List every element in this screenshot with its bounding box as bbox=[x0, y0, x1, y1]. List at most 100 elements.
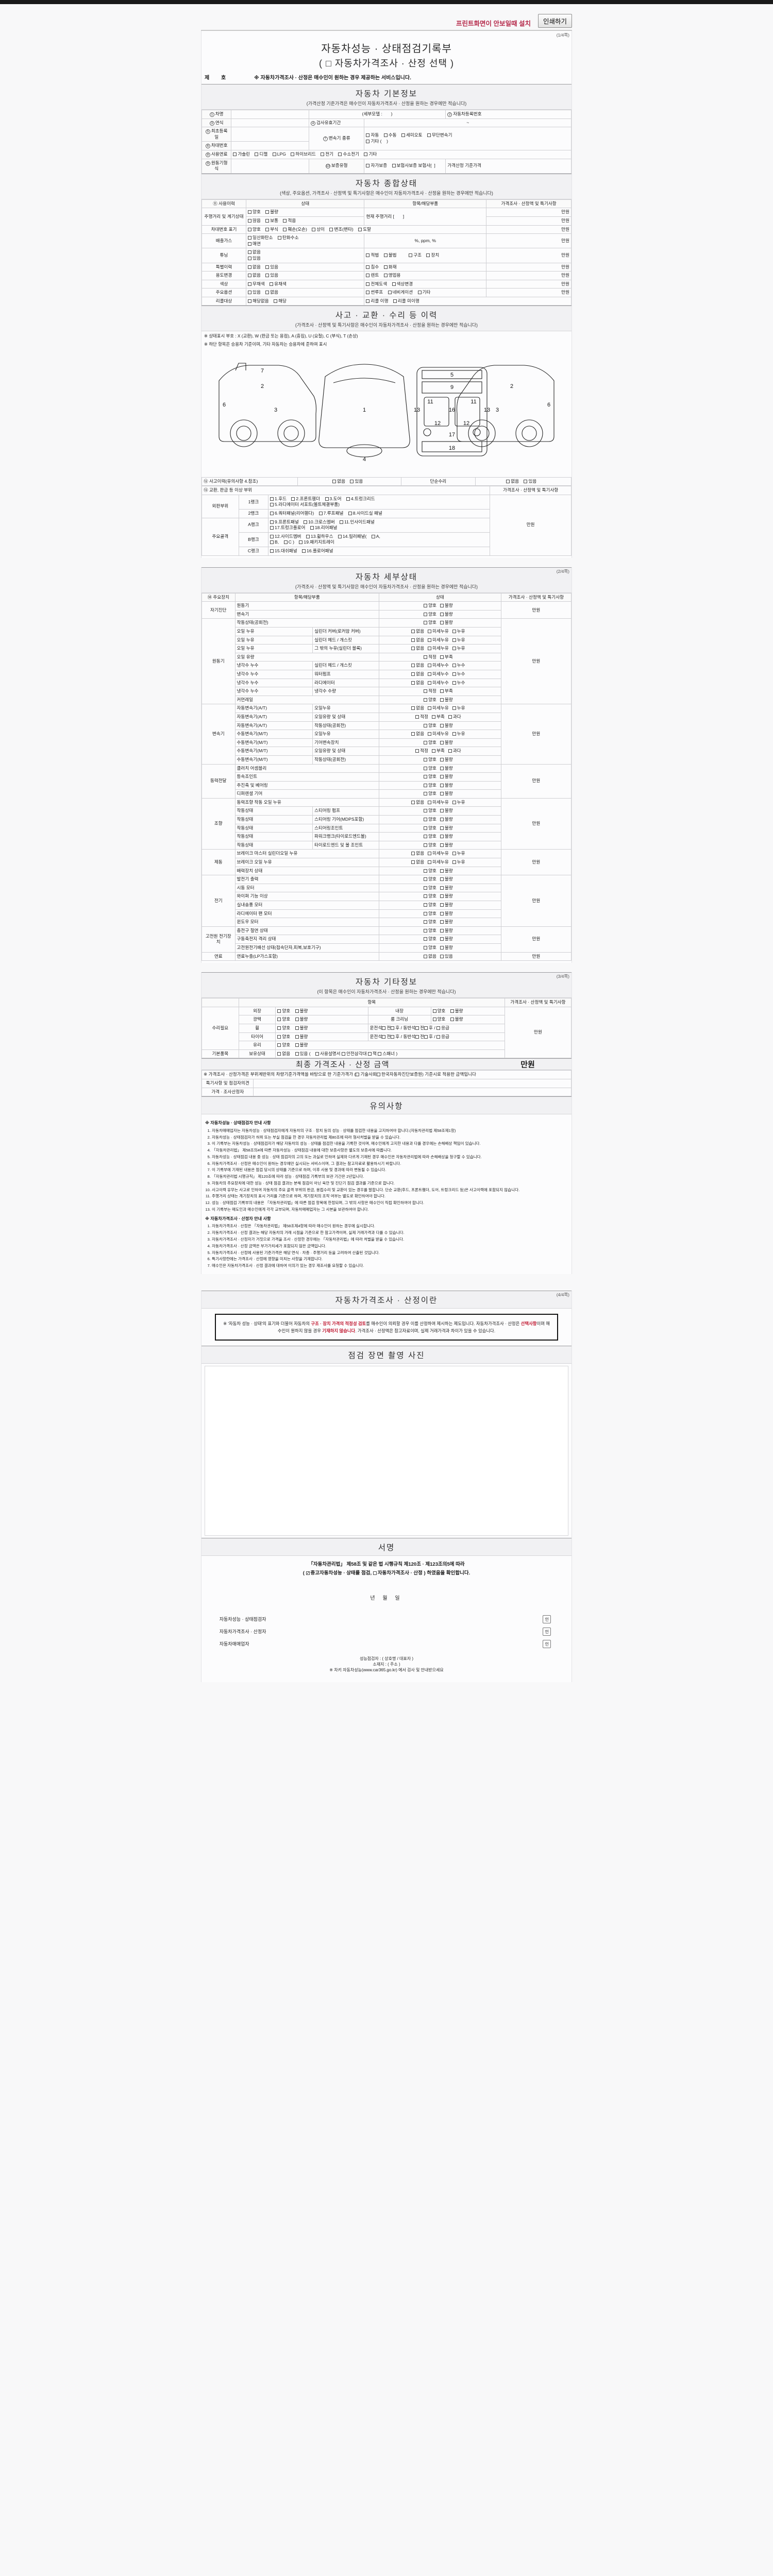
detail-state[interactable]: 양호 불량 bbox=[379, 918, 501, 927]
checkbox-미세누유[interactable] bbox=[428, 638, 432, 642]
detail-state[interactable]: 양호 불량 bbox=[379, 721, 501, 731]
checkbox-불량[interactable] bbox=[440, 818, 444, 822]
checkbox-불량[interactable] bbox=[440, 809, 444, 813]
checkbox-적정[interactable] bbox=[424, 655, 428, 659]
checkbox-불량[interactable] bbox=[440, 843, 444, 847]
signature-date-line[interactable]: 년 월 일 bbox=[370, 1595, 403, 1601]
checkbox-적정[interactable] bbox=[424, 689, 428, 693]
row-state-tuning[interactable]: 없음 있음 bbox=[246, 248, 365, 263]
detail-state[interactable]: 양호 불량 bbox=[379, 772, 501, 782]
checkbox-양호[interactable] bbox=[424, 809, 428, 813]
detail-state[interactable]: 양호 불량 bbox=[379, 789, 501, 799]
checkbox-polish-good[interactable] bbox=[277, 1018, 281, 1022]
checkbox-normal[interactable] bbox=[265, 218, 270, 223]
detail-state[interactable]: 없음 있음 bbox=[379, 952, 501, 961]
checkbox-part-13[interactable] bbox=[306, 534, 310, 538]
checkbox-accident-yes[interactable] bbox=[350, 479, 354, 483]
etc-state-glass[interactable]: 양호 불량 bbox=[275, 1041, 505, 1050]
row-price-mileage-1[interactable]: 만원 bbox=[486, 208, 572, 217]
checkbox-achromatic[interactable] bbox=[248, 282, 252, 286]
checkbox-good[interactable] bbox=[248, 210, 252, 214]
field-value-vin[interactable] bbox=[231, 141, 309, 150]
checkbox-ext-bad[interactable] bbox=[295, 1009, 299, 1013]
sign-value-2[interactable] bbox=[280, 1638, 537, 1650]
checkbox-vin-different[interactable] bbox=[312, 227, 316, 231]
row-price-options[interactable]: 만원 bbox=[486, 288, 572, 297]
checkbox-hydrogen[interactable] bbox=[338, 152, 342, 156]
checkbox-적정[interactable] bbox=[415, 749, 419, 753]
checkbox-없음[interactable] bbox=[411, 664, 415, 668]
checkbox-양호[interactable] bbox=[424, 792, 428, 796]
row-state-usechange[interactable]: 없음 있음 bbox=[246, 271, 365, 280]
print-button[interactable]: 인쇄하기 bbox=[537, 14, 572, 28]
checkbox-양호[interactable] bbox=[424, 757, 428, 761]
sign-value-0[interactable] bbox=[280, 1614, 537, 1625]
checkbox-wheel-dr-rear[interactable] bbox=[391, 1026, 395, 1030]
checkbox-미세누유[interactable] bbox=[428, 647, 432, 651]
detail-price[interactable]: 만원 bbox=[500, 798, 572, 850]
checkbox-performance-checked[interactable] bbox=[306, 1570, 310, 1578]
checkbox-없음[interactable] bbox=[411, 852, 415, 856]
checkbox-wheel-dr-front[interactable] bbox=[382, 1026, 386, 1030]
checkbox-양호[interactable] bbox=[424, 894, 428, 899]
checkbox-누유[interactable] bbox=[452, 860, 456, 865]
exchange-price-value[interactable]: 만원 bbox=[490, 494, 572, 556]
checkbox-commercial[interactable] bbox=[383, 274, 388, 278]
row-price-vin-mark[interactable]: 만원 bbox=[486, 225, 572, 234]
checkbox-simple-yes[interactable] bbox=[524, 479, 528, 483]
detail-state[interactable]: 양호 불량 bbox=[379, 823, 501, 833]
checkbox-tuning-legal[interactable] bbox=[366, 253, 370, 258]
detail-state[interactable]: 양호 불량 bbox=[379, 866, 501, 876]
row-state-vin-mark[interactable]: 양호 부식 훼손(오손) 상이 변조(변타) 도말 bbox=[246, 225, 487, 234]
checkbox-없음[interactable] bbox=[411, 732, 415, 736]
checkbox-없음[interactable] bbox=[411, 681, 415, 685]
detail-state[interactable]: 양호 불량 bbox=[379, 901, 501, 910]
checkbox-vin-altered[interactable] bbox=[329, 227, 333, 231]
checkbox-pillar-b[interactable] bbox=[270, 540, 274, 545]
row-state-emission[interactable]: 일산화탄소 탄화수소 매연 bbox=[246, 233, 365, 249]
row-item-recall[interactable]: 리콜 이행 리콜 미이행 bbox=[364, 296, 572, 306]
checkbox-self-warranty[interactable] bbox=[366, 164, 370, 168]
checkbox-part-18[interactable] bbox=[310, 526, 314, 530]
checkbox-없음[interactable] bbox=[424, 954, 428, 958]
checkbox-부족[interactable] bbox=[432, 715, 436, 719]
checkbox-part-15[interactable] bbox=[270, 549, 274, 553]
detail-state[interactable]: 양호 불량 bbox=[379, 755, 501, 765]
checkbox-양호[interactable] bbox=[424, 818, 428, 822]
accident-state[interactable]: 없음 있음 bbox=[297, 477, 402, 486]
checkbox-양호[interactable] bbox=[424, 783, 428, 787]
etc-state-wheel[interactable]: 양호 불량 bbox=[275, 1023, 368, 1033]
checkbox-적정[interactable] bbox=[415, 715, 419, 719]
checkbox-불량[interactable] bbox=[440, 911, 444, 916]
checkbox-pillar-c[interactable] bbox=[283, 540, 288, 545]
detail-state[interactable]: 적정 부족 bbox=[379, 652, 501, 662]
checkbox-불량[interactable] bbox=[440, 945, 444, 950]
checkbox-불량[interactable] bbox=[440, 792, 444, 796]
checkbox-누유[interactable] bbox=[452, 800, 456, 804]
detail-state[interactable]: 없음 미세누유 누유 bbox=[379, 849, 501, 859]
checkbox-과다[interactable] bbox=[448, 749, 452, 753]
checkbox-wheel-spare[interactable] bbox=[436, 1026, 441, 1030]
checkbox-불량[interactable] bbox=[440, 766, 444, 770]
detail-state[interactable]: 없음 미세누유 누유 bbox=[379, 644, 501, 653]
checkbox-미세누유[interactable] bbox=[428, 800, 432, 804]
checkbox-glass-good[interactable] bbox=[277, 1043, 281, 1047]
checkbox-tuning-structure[interactable] bbox=[409, 253, 413, 258]
checkbox-accident-none[interactable] bbox=[332, 479, 337, 483]
checkbox-part-4[interactable] bbox=[346, 497, 350, 501]
checkbox-fire[interactable] bbox=[383, 265, 388, 269]
checkbox-없음[interactable] bbox=[411, 672, 415, 676]
checkbox-양호[interactable] bbox=[424, 928, 428, 933]
checkbox-없음[interactable] bbox=[411, 638, 415, 642]
detail-price[interactable]: 만원 bbox=[500, 926, 572, 953]
checkbox-미세누수[interactable] bbox=[428, 672, 432, 676]
row-item-color[interactable]: 전체도색 색상변경 bbox=[364, 279, 487, 289]
checkbox-부족[interactable] bbox=[440, 655, 444, 659]
checkbox-양호[interactable] bbox=[424, 911, 428, 916]
row-item-mileage[interactable]: 현재 주행거리 [ ] bbox=[364, 208, 487, 226]
row-price-mileage-2[interactable]: 만원 bbox=[486, 216, 572, 226]
checkbox-양호[interactable] bbox=[424, 621, 428, 625]
detail-state[interactable]: 양호 불량 bbox=[379, 695, 501, 705]
sign-value-1[interactable] bbox=[280, 1626, 537, 1637]
checkbox-양호[interactable] bbox=[424, 766, 428, 770]
